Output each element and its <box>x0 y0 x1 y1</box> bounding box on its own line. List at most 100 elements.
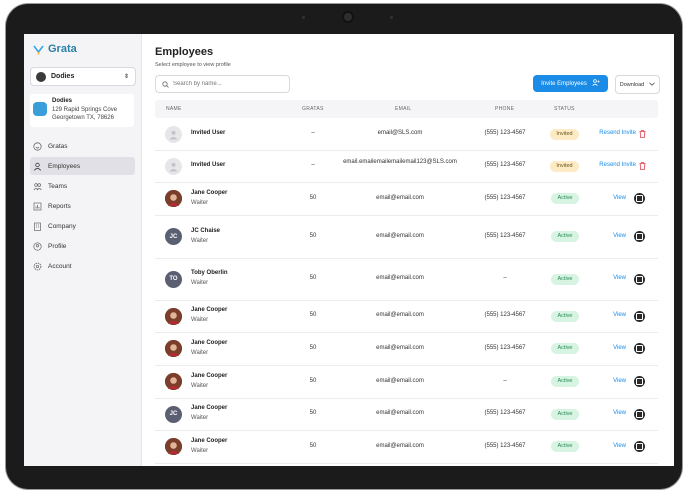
sidebar-item-label: Profile <box>48 242 67 250</box>
view-link[interactable]: View <box>613 275 626 281</box>
employee-role: Waiter <box>191 447 209 454</box>
avatar <box>165 307 182 325</box>
sidebar-item-label: Teams <box>48 182 68 190</box>
qr-code-icon[interactable] <box>634 408 645 420</box>
qr-code-icon[interactable] <box>634 343 645 354</box>
sidebar-item-profile[interactable]: Profile <box>30 237 135 255</box>
table-row[interactable]: JC Waiter JC Chaise 50 email@email.com (555) … <box>155 215 658 259</box>
qr-code-icon[interactable] <box>634 231 645 242</box>
view-link[interactable]: View <box>613 410 626 416</box>
org-select[interactable]: Dodies ⇕ <box>30 67 136 86</box>
app-name: Grata <box>48 43 77 55</box>
location-card: Dodies 129 Rapid Springs Cove Georgetown… <box>30 94 134 127</box>
avatar: JC <box>165 228 182 245</box>
employee-email: email@email.com <box>376 194 424 201</box>
employee-role: Waiter <box>191 415 209 421</box>
employee-name[interactable]: Jane Cooper <box>191 189 228 196</box>
employee-email: email@email.com <box>376 442 424 449</box>
employee-name[interactable]: Jane Cooper <box>191 437 228 444</box>
qr-code-icon[interactable] <box>634 441 645 452</box>
qr-code-icon[interactable] <box>634 376 645 387</box>
column-header-phone: PHONE <box>495 106 515 112</box>
view-link[interactable]: View <box>613 377 626 384</box>
gratas-count: 50 <box>309 232 317 239</box>
status-badge: Active <box>551 273 579 285</box>
view-link[interactable]: View <box>613 442 626 449</box>
employee-name[interactable]: Invited User <box>191 130 226 136</box>
org-name: Dodies <box>51 73 75 80</box>
employee-phone: (555) 123-4567 <box>484 130 526 136</box>
status-badge: Invited <box>550 160 579 172</box>
sidebar-item-reports[interactable]: Reports <box>30 197 135 215</box>
employee-name[interactable]: Jane Cooper <box>191 372 228 379</box>
trash-icon[interactable] <box>639 162 646 170</box>
main-content: Employees Select employee to view profil… <box>142 34 674 466</box>
sidebar-item-account[interactable]: Account <box>30 257 135 275</box>
employee-phone: – <box>503 275 507 281</box>
sidebar-item-label: Account <box>48 262 72 270</box>
gratas-count: 50 <box>309 344 317 351</box>
grata-logo-icon <box>33 45 44 54</box>
sidebar-item-gratas[interactable]: Gratas <box>30 137 135 155</box>
building-icon <box>33 222 42 231</box>
employee-phone: (555) 123-4567 <box>484 162 526 168</box>
table-row[interactable]: Waiter Jane Cooper 50 email@email.com (555) … <box>155 300 658 333</box>
employee-phone: – <box>503 377 507 384</box>
qr-code-icon[interactable] <box>634 193 645 204</box>
tablet-frame: Grata Dodies ⇕ Dodies 129 Rapid Springs … <box>6 4 682 489</box>
employee-name[interactable]: Jane Cooper <box>191 339 228 346</box>
sidebar-item-label: Employees <box>48 162 81 170</box>
view-link[interactable]: View <box>613 194 626 201</box>
employee-role: Waiter <box>191 237 209 244</box>
status-badge: Active <box>551 376 579 387</box>
table-row[interactable]: Invited User – email@SLS.com (555) 123-4567… <box>155 118 658 151</box>
sidebar-item-label: Reports <box>48 202 71 210</box>
employee-role: Waiter <box>191 280 209 286</box>
employee-name[interactable]: Toby Oberlin <box>191 270 228 276</box>
employee-name[interactable]: Invited User <box>191 162 226 168</box>
logo[interactable]: Grata <box>33 43 77 55</box>
employee-name[interactable]: Jane Cooper <box>191 307 228 313</box>
view-link[interactable]: View <box>613 232 626 239</box>
table-row[interactable]: Waiter Jane Cooper 50 email@email.com – Activ… <box>155 365 658 399</box>
download-button[interactable]: Download <box>615 75 660 94</box>
column-header-status: STATUS <box>554 106 575 112</box>
table-row[interactable]: JC Waiter Jane Cooper 50 email@email.com (555… <box>155 398 658 431</box>
search-input[interactable] <box>171 80 285 88</box>
sidebar-item-teams[interactable]: Teams <box>30 177 135 195</box>
view-link[interactable]: View <box>613 344 626 351</box>
resend-invite-link[interactable]: Resend Invite <box>599 162 636 168</box>
org-avatar <box>36 71 46 82</box>
table-row[interactable]: Waiter Jane Cooper 50 email@email.com (555) … <box>155 430 658 464</box>
sidebar-item-employees[interactable]: Employees <box>30 157 135 175</box>
qr-code-icon[interactable] <box>634 273 645 285</box>
table-row[interactable]: Invited User – email.emailemailemailemail1… <box>155 150 658 183</box>
search-box[interactable] <box>155 75 290 93</box>
avatar <box>165 125 182 143</box>
employee-phone: (555) 123-4567 <box>484 194 526 201</box>
table-row[interactable]: Waiter Jane Cooper 50 email@email.com (555) … <box>155 332 658 366</box>
search-icon <box>159 75 171 93</box>
employee-name[interactable]: JC Chaise <box>191 227 221 234</box>
invite-employees-button[interactable]: Invite Employees <box>533 75 608 92</box>
avatar <box>165 190 182 207</box>
column-header-gratas: GRATAS <box>302 106 324 112</box>
view-link[interactable]: View <box>613 312 626 318</box>
avatar: JC <box>165 405 182 423</box>
status-badge: Invited <box>550 128 579 140</box>
trash-icon[interactable] <box>639 130 646 138</box>
employee-email: email@email.com <box>376 232 424 239</box>
avatar <box>165 340 182 357</box>
resend-invite-link[interactable]: Resend Invite <box>599 130 636 136</box>
qr-code-icon[interactable] <box>634 310 645 322</box>
gratas-count: 50 <box>309 312 317 318</box>
table-row[interactable]: TO Waiter Toby Oberlin 50 email@email.com – Ac… <box>155 258 658 301</box>
status-badge: Active <box>551 310 579 322</box>
employee-phone: (555) 123-4567 <box>484 232 526 239</box>
sidebar-item-company[interactable]: Company <box>30 217 135 235</box>
employee-phone: (555) 123-4567 <box>484 442 526 449</box>
table-row[interactable]: Waiter Jane Cooper 50 email@email.com (555) … <box>155 182 658 216</box>
page-title: Employees <box>155 46 214 58</box>
employee-role: Waiter <box>191 317 209 323</box>
employee-name[interactable]: Jane Cooper <box>191 405 228 411</box>
